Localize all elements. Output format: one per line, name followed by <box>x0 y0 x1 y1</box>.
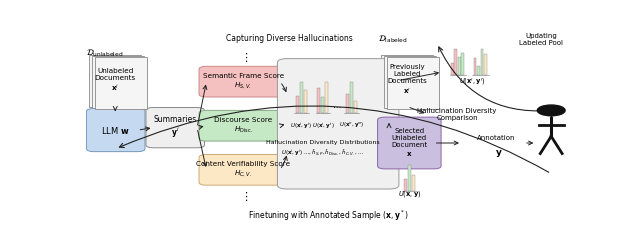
Text: $U(\mathbf{x}^i, \mathbf{y}^i\!{}')$: $U(\mathbf{x}^i, \mathbf{y}^i\!{}')$ <box>312 121 334 131</box>
Text: $U(\mathbf{x}^i,\mathbf{y}^i)\;\ldots,\hat{h}_{S,P},\hat{h}_{\mathrm{Disc.}},\ha: $U(\mathbf{x}^i,\mathbf{y}^i)\;\ldots,\h… <box>282 148 365 158</box>
Text: Capturing Diverse Hallucinations: Capturing Diverse Hallucinations <box>227 34 353 43</box>
Text: LLM $\mathbf{w}$: LLM $\mathbf{w}$ <box>101 124 130 135</box>
FancyArrowPatch shape <box>120 106 548 172</box>
Text: Selected
Unlabeled
Document
$\mathbf{x}$: Selected Unlabeled Document $\mathbf{x}$ <box>391 128 428 158</box>
Bar <box>304 90 307 113</box>
FancyBboxPatch shape <box>199 110 287 141</box>
Text: Discourse Score
$H_{\mathrm{Disc.}}$: Discourse Score $H_{\mathrm{Disc.}}$ <box>214 117 272 134</box>
FancyBboxPatch shape <box>95 58 147 110</box>
FancyBboxPatch shape <box>92 56 144 108</box>
Bar <box>354 101 356 113</box>
Text: Annotation: Annotation <box>477 135 516 141</box>
Bar <box>412 175 415 191</box>
Text: $U(\mathbf{x}, \mathbf{y})$: $U(\mathbf{x}, \mathbf{y})$ <box>398 189 422 199</box>
Bar <box>321 97 324 113</box>
Text: $U(\mathbf{x}^i, \mathbf{y}^i)$: $U(\mathbf{x}^i, \mathbf{y}^i)$ <box>289 121 312 131</box>
Bar <box>481 49 483 75</box>
FancyBboxPatch shape <box>86 109 145 152</box>
Bar <box>461 53 464 75</box>
Bar <box>404 179 407 191</box>
Text: $\mathbf{y}$: $\mathbf{y}$ <box>495 148 503 159</box>
Text: Unlabeled
Documents
$\mathbf{x}^i$: Unlabeled Documents $\mathbf{x}^i$ <box>95 68 136 94</box>
Bar <box>451 63 454 75</box>
Bar <box>346 94 349 113</box>
Bar <box>300 82 303 113</box>
Text: Summaries
$\mathbf{y}^i$: Summaries $\mathbf{y}^i$ <box>154 115 197 140</box>
Text: Content Verifiability Score
$H_{C,V.}$: Content Verifiability Score $H_{C,V.}$ <box>196 161 291 179</box>
FancyBboxPatch shape <box>381 55 433 107</box>
FancyBboxPatch shape <box>378 117 441 169</box>
Bar <box>484 54 487 75</box>
Text: Hallucination Diversity
Comparison: Hallucination Diversity Comparison <box>417 108 497 121</box>
Text: $\mathcal{D}_{\mathrm{unlabeled}}$: $\mathcal{D}_{\mathrm{unlabeled}}$ <box>86 47 124 59</box>
Text: $\cdots$: $\cdots$ <box>332 102 342 111</box>
Text: $\vdots$: $\vdots$ <box>239 51 248 64</box>
Bar <box>477 66 480 75</box>
Bar <box>325 82 328 113</box>
FancyBboxPatch shape <box>277 59 399 189</box>
Bar <box>458 57 461 75</box>
Text: $U(\mathbf{x}^n, \mathbf{y}^n\!{}')$: $U(\mathbf{x}^n, \mathbf{y}^n\!{}')$ <box>339 121 365 130</box>
FancyArrowPatch shape <box>439 47 548 111</box>
Bar <box>350 82 353 113</box>
Text: $U(\mathbf{x}', \mathbf{y}')$: $U(\mathbf{x}', \mathbf{y}')$ <box>459 77 485 88</box>
Bar <box>474 58 476 75</box>
Text: Updating
Labeled Pool: Updating Labeled Pool <box>519 33 563 46</box>
FancyBboxPatch shape <box>387 58 438 110</box>
Bar <box>296 96 299 113</box>
Text: $\vdots$: $\vdots$ <box>239 190 248 203</box>
Text: $\mathcal{D}_{\mathrm{labeled}}$: $\mathcal{D}_{\mathrm{labeled}}$ <box>378 34 408 45</box>
Bar <box>317 88 320 113</box>
Bar <box>408 165 411 191</box>
Text: Previously
Labeled
Documents
$\mathbf{x}'$: Previously Labeled Documents $\mathbf{x}… <box>387 64 428 96</box>
Text: Hallucination Diversity Distributions: Hallucination Diversity Distributions <box>266 139 380 144</box>
Bar <box>454 49 457 75</box>
FancyBboxPatch shape <box>384 56 436 108</box>
FancyBboxPatch shape <box>199 154 287 185</box>
FancyBboxPatch shape <box>90 55 141 107</box>
FancyBboxPatch shape <box>146 108 205 148</box>
Text: Finetuning with Annotated Sample $(\mathbf{x}, \mathbf{y}^*)$: Finetuning with Annotated Sample $(\math… <box>248 209 408 223</box>
Circle shape <box>538 105 565 116</box>
FancyBboxPatch shape <box>199 66 287 97</box>
Text: Semantic Frame Score
$H_{S,V.}$: Semantic Frame Score $H_{S,V.}$ <box>202 73 284 90</box>
